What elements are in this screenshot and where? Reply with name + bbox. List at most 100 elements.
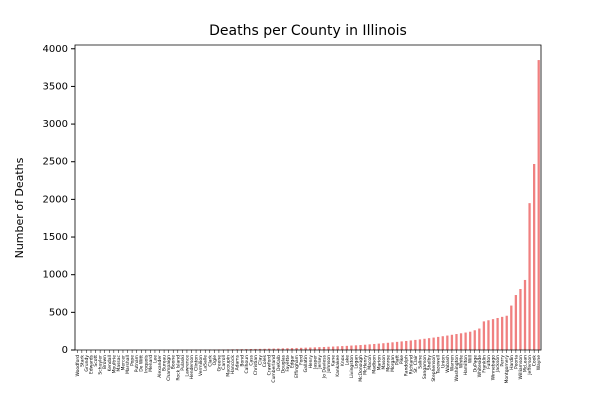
bar (322, 346, 326, 350)
bar (313, 347, 316, 350)
bar (432, 337, 435, 350)
x-tick-label: DuPage (472, 355, 478, 372)
x-tick-label: Kane (331, 355, 337, 366)
x-tick-label: Putnam (134, 355, 140, 372)
x-tick-label: Ford (299, 355, 305, 365)
y-tick-label: 1000 (43, 270, 68, 281)
bar (491, 319, 495, 350)
x-tick-label: Sangamon (422, 355, 428, 379)
x-tick-label: Montgomery (504, 355, 510, 384)
x-tick-label: Coles (262, 354, 268, 367)
bar (423, 338, 426, 350)
x-tick-label: Massac (116, 354, 122, 371)
bar (290, 348, 294, 350)
x-tick-label: Clay (258, 355, 264, 365)
x-tick-label: Union (440, 355, 446, 368)
x-tick-label: Peoria (513, 355, 519, 369)
x-tick-label: Macon (367, 355, 373, 370)
bar (537, 60, 540, 350)
bar (523, 279, 527, 350)
x-tick-label: Crawford (267, 355, 273, 376)
x-tick-label: Boone (171, 355, 177, 369)
x-tick-label: Warren (449, 355, 455, 371)
bar (318, 347, 321, 350)
bar (533, 163, 536, 350)
bar (258, 348, 262, 350)
x-tick-label: Perry (500, 355, 506, 367)
x-tick-label: Lee (152, 355, 158, 363)
x-tick-label: Cumberland (271, 355, 277, 383)
x-tick-label: Fayette (285, 355, 291, 372)
x-tick-label: Pulaski (180, 355, 186, 371)
y-tick-label: 1500 (43, 232, 68, 243)
x-tick-label: Greene (216, 355, 222, 372)
bar (418, 339, 422, 350)
bar (300, 347, 303, 350)
x-tick-label: Johnson (326, 355, 332, 374)
bar (441, 336, 444, 350)
x-tick-label: Scott (93, 355, 99, 367)
chart-title: Deaths per County in Illinois (209, 23, 407, 39)
x-tick-label: Clark (207, 355, 213, 367)
bar (510, 305, 513, 350)
bar (268, 348, 271, 350)
y-tick-label: 2000 (43, 194, 68, 205)
bar (487, 320, 490, 350)
bar (341, 346, 344, 350)
x-tick-label: Jasper (312, 355, 318, 370)
x-tick-label: Calhoun (244, 355, 250, 374)
bar (514, 295, 518, 350)
bar (359, 345, 362, 350)
x-tick-label: Stephenson (431, 355, 437, 382)
x-tick-label: Edwards (88, 354, 94, 374)
x-tick-label: McLean (523, 355, 529, 372)
bar (437, 336, 440, 350)
x-tick-label: Henry (308, 355, 314, 369)
x-tick-label: Adams (235, 354, 241, 370)
x-tick-label: Wayne (536, 355, 542, 370)
y-tick-label: 500 (49, 307, 68, 318)
x-tick-label: Douglas (280, 354, 286, 373)
bar (409, 340, 412, 350)
bar (469, 331, 472, 350)
y-tick-label: 3000 (43, 119, 68, 130)
x-tick-label: Lawrence (184, 355, 190, 377)
bar (254, 348, 257, 350)
bar (368, 344, 371, 350)
bar (304, 347, 307, 350)
bar (450, 334, 454, 350)
bar (501, 316, 504, 350)
bar (528, 203, 531, 350)
bar (249, 349, 253, 350)
x-tick-label: Shelby (427, 355, 433, 371)
bar (240, 349, 243, 350)
bar (350, 345, 353, 350)
bar (373, 343, 376, 350)
x-tick-label: Monroe (385, 355, 391, 372)
x-tick-label: Winnebago (491, 355, 497, 381)
x-tick-label: Mason (381, 355, 387, 370)
x-tick-label: Livingston (349, 355, 355, 378)
x-tick-label: Washington (454, 355, 460, 382)
bar (427, 338, 431, 350)
x-tick-label: Kendall (107, 355, 113, 371)
bar (386, 342, 390, 350)
x-tick-label: Saline (417, 355, 423, 369)
x-tick-label: Madison (372, 355, 378, 374)
x-tick-label: Christian (253, 355, 259, 375)
x-tick-label: Franklin (481, 355, 487, 373)
bar (327, 346, 330, 350)
x-tick-label: Bureau (162, 355, 168, 371)
bar (272, 348, 275, 350)
x-tick-label: Logan (353, 355, 359, 369)
x-tick-label: Brown (102, 355, 108, 369)
bar (391, 342, 394, 350)
x-tick-label: Randolph (404, 355, 410, 376)
x-tick-label: Richland (408, 355, 414, 375)
x-tick-label: Jersey (317, 355, 323, 370)
x-tick-label: Whiteside (477, 355, 483, 378)
x-tick-label: Wabash (445, 355, 451, 373)
x-tick-label: Fulton (486, 355, 492, 369)
x-tick-label: Carroll (221, 355, 227, 370)
